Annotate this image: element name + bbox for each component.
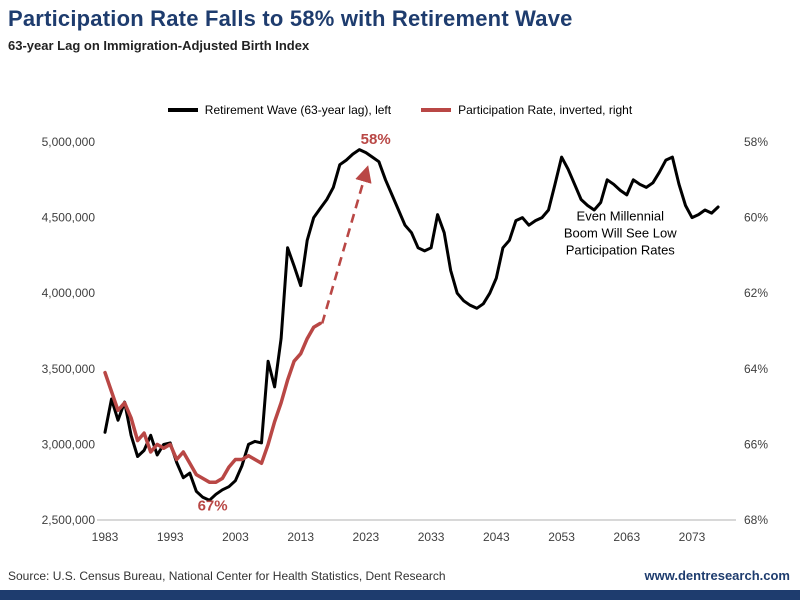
legend-item-participation-rate: Participation Rate, inverted, right (421, 103, 632, 117)
x-axis-tick-label: 2013 (287, 530, 314, 544)
x-axis-tick-label: 2063 (613, 530, 640, 544)
participation-rate-line (103, 321, 322, 484)
x-axis-tick-label: 2053 (548, 530, 575, 544)
legend: Retirement Wave (63-year lag), left Part… (0, 103, 800, 117)
x-axis-tick-label: 2043 (483, 530, 510, 544)
left-axis-tick-label: 5,000,000 (42, 135, 96, 149)
left-axis-tick-label: 3,000,000 (42, 437, 96, 451)
annotation-millennial-note: Even Millennial Boom Will See Low Particip… (564, 209, 677, 258)
right-axis-tick-label: 60% (744, 211, 768, 225)
right-axis-tick-label: 68% (744, 513, 768, 527)
legend-label-participation-rate: Participation Rate, inverted, right (458, 103, 633, 117)
x-axis-tick-label: 2033 (418, 530, 445, 544)
x-axis-tick-label: 2023 (353, 530, 380, 544)
right-axis-tick-label: 64% (744, 362, 768, 376)
retirement-wave-line (103, 148, 720, 502)
legend-label-retirement-wave: Retirement Wave (63-year lag), left (204, 103, 392, 117)
x-axis-tick-label: 2003 (222, 530, 249, 544)
x-axis-tick-label: 1993 (157, 530, 184, 544)
line-chart: 5,000,000 4,500,000 4,000,000 3,500,000 3,00… (42, 131, 769, 544)
legend-item-retirement-wave: Retirement Wave (63-year lag), left (167, 103, 392, 117)
right-axis-tick-label: 66% (744, 437, 768, 451)
right-axis-tick-label: 62% (744, 286, 768, 300)
annotation-trough-rate: 67% (198, 498, 228, 515)
bottom-bar (0, 590, 800, 600)
x-axis-tick-label: 2073 (679, 530, 706, 544)
website-link[interactable]: www.dentresearch.com (644, 568, 790, 583)
source-text: Source: U.S. Census Bureau, National Cen… (8, 569, 446, 583)
annotation-peak-rate: 58% (361, 131, 391, 148)
right-axis-tick-label: 58% (744, 135, 768, 149)
left-axis-tick-label: 4,500,000 (42, 211, 96, 225)
page-subtitle: 63-year Lag on Immigration-Adjusted Birt… (8, 38, 310, 53)
page-title: Participation Rate Falls to 58% with Ret… (8, 6, 573, 31)
left-axis-tick-label: 2,500,000 (42, 513, 96, 527)
x-axis-tick-label: 1983 (92, 530, 119, 544)
projection-arrow (320, 165, 372, 324)
legend-swatch-participation-rate (421, 108, 452, 112)
left-axis-tick-label: 3,500,000 (42, 362, 96, 376)
left-axis-tick-label: 4,000,000 (42, 286, 96, 300)
legend-swatch-retirement-wave (167, 108, 198, 112)
